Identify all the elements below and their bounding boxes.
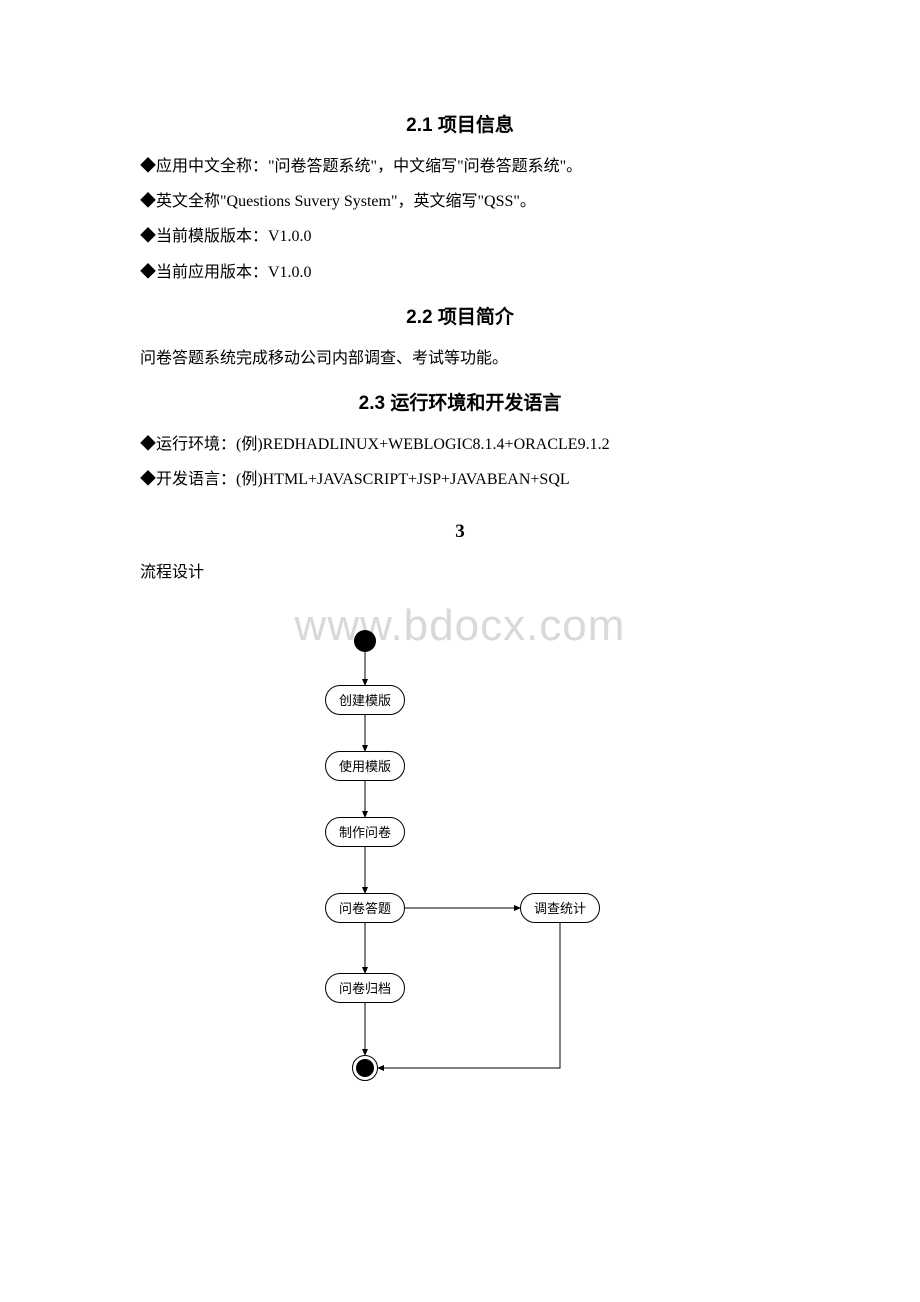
flowchart-node-n4: 问卷答题 — [325, 893, 405, 923]
flowchart-node-n2: 使用模版 — [325, 751, 405, 781]
flowchart-end — [352, 1055, 378, 1081]
heading-3-subtitle: 流程设计 — [140, 555, 780, 590]
info-line: ◆应用中文全称："问卷答题系统"，中文缩写"问卷答题系统"。 — [140, 149, 780, 184]
flowchart-node-n6: 问卷归档 — [325, 973, 405, 1003]
heading-3-number: 3 — [140, 521, 780, 543]
intro-line: 问卷答题系统完成移动公司内部调查、考试等功能。 — [140, 341, 780, 376]
flowchart-node-n3: 制作问卷 — [325, 817, 405, 847]
heading-2-3: 2.3 运行环境和开发语言 — [140, 388, 780, 415]
flowchart-end-inner — [356, 1059, 374, 1077]
flowchart-container: 创建模版使用模版制作问卷问卷答题 调查统计问卷归档 — [140, 623, 780, 1093]
flowchart-node-n5: 调查统计 — [520, 893, 600, 923]
document-page: 2.1 项目信息 ◆应用中文全称："问卷答题系统"，中文缩写"问卷答题系统"。 … — [0, 0, 920, 1153]
lang-line: ◆开发语言：(例)HTML+JAVASCRIPT+JSP+JAVABEAN+SQ… — [140, 462, 780, 497]
flowchart-edges — [250, 623, 670, 1093]
info-line: ◆英文全称"Questions Suvery System"，英文缩写"QSS"… — [140, 184, 780, 219]
heading-2-1: 2.1 项目信息 — [140, 110, 780, 137]
info-line: ◆当前模版版本：V1.0.0 — [140, 219, 780, 254]
flowchart-node-n1: 创建模版 — [325, 685, 405, 715]
env-line: ◆运行环境：(例)REDHADLINUX+WEBLOGIC8.1.4+ORACL… — [140, 427, 780, 462]
flowchart: 创建模版使用模版制作问卷问卷答题 调查统计问卷归档 — [250, 623, 670, 1093]
flowchart-start — [354, 630, 376, 652]
heading-2-2: 2.2 项目简介 — [140, 302, 780, 329]
flowchart-edge — [378, 923, 560, 1068]
info-line: ◆当前应用版本：V1.0.0 — [140, 255, 780, 290]
